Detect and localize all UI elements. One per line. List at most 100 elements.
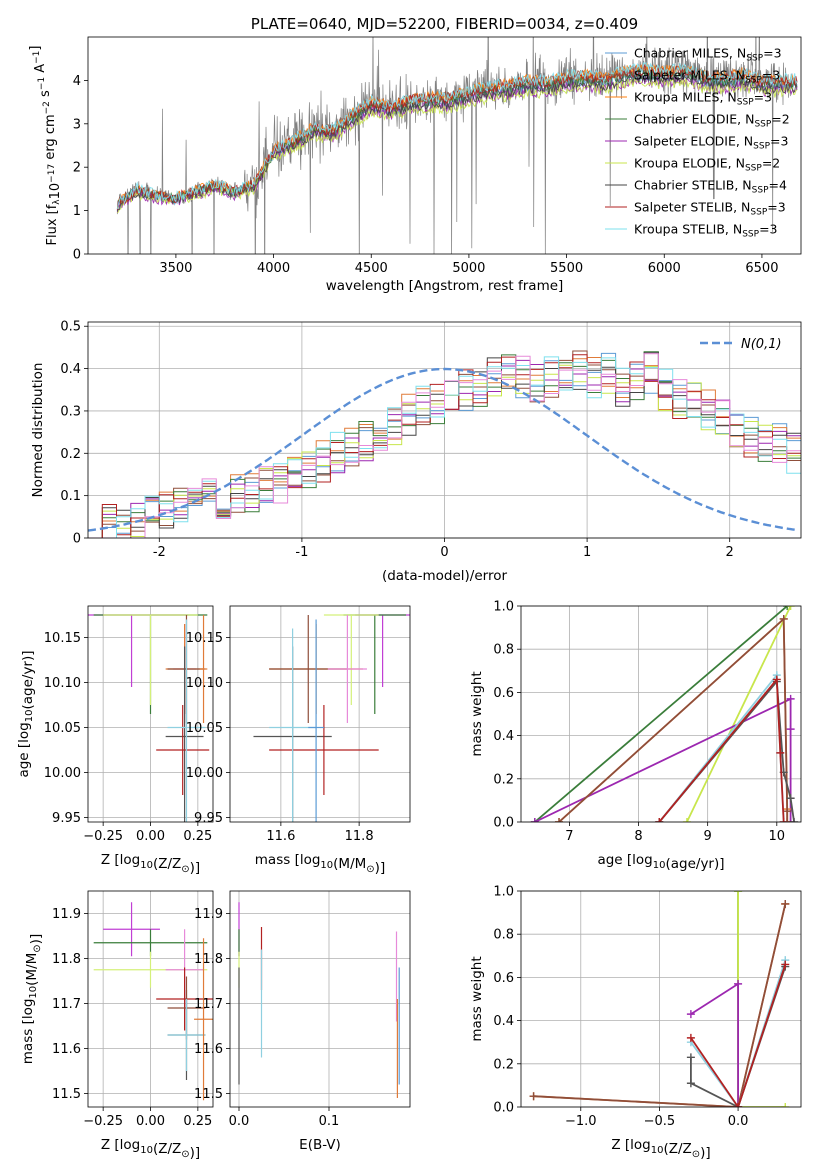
x-axis-label-part: )]	[190, 860, 201, 876]
axes-frame	[87, 605, 214, 823]
weight-marker	[781, 1103, 790, 1107]
axes-frame	[229, 605, 411, 823]
legend-label: Kroupa ELODIE, NSSP=2	[634, 156, 780, 174]
x-axis-label-part: age [log	[597, 852, 652, 868]
weight-marker	[555, 818, 564, 822]
plot-area	[253, 614, 410, 822]
weight-marker	[783, 807, 792, 816]
y-tick-label: 1.0	[493, 600, 514, 615]
legend-label-part: Salpeter ELODIE, N	[634, 134, 753, 149]
y-tick-label: 0	[73, 532, 81, 547]
legend-label-part: Kroupa STELIB, N	[634, 222, 742, 237]
x-axis-label-part: Z [log	[101, 852, 140, 868]
legend-label-sub: SSP	[750, 208, 767, 218]
y-axis-label-part: Flux [f	[45, 204, 60, 245]
legend-label-sub: SSP	[752, 186, 769, 196]
weight-marker	[686, 1010, 695, 1019]
y-tick-label: 0.3	[60, 404, 81, 419]
x-tick-label: 6500	[745, 261, 778, 276]
weight-marker	[783, 818, 792, 822]
histogram-step-line	[88, 353, 801, 538]
legend-label: Chabrier STELIB, NSSP=4	[634, 178, 787, 196]
axes-frame	[87, 890, 214, 1108]
x-axis-label-part: ⊙	[366, 864, 374, 875]
x-tick-label: 11.6	[266, 829, 295, 844]
legend-label-part: Kroupa ELODIE, N	[634, 156, 745, 171]
y-tick-label: 1	[73, 204, 81, 219]
x-axis-label-part: Z [log	[101, 1137, 140, 1153]
y-tick-label: 10.05	[44, 721, 81, 736]
weight-marker	[686, 1033, 695, 1042]
y-tick-label: 9.95	[194, 811, 223, 826]
y-tick-label: 2	[73, 161, 81, 176]
legend-label-sub: SSP	[753, 142, 770, 152]
legend-label-part: Salpeter MILES, N	[634, 68, 745, 83]
x-tick-label: -2	[153, 545, 166, 560]
legend-label-part: =3	[763, 46, 781, 61]
legend-label-part: =3	[762, 68, 780, 83]
legend-label-part: =4	[769, 178, 787, 193]
weight-line	[533, 903, 787, 1107]
y-tick-label: 0.1	[60, 489, 81, 504]
x-tick-label: 8	[634, 829, 642, 844]
y-axis-label-part: −17	[47, 164, 57, 183]
plot-area	[88, 350, 801, 538]
y-tick-label: 0.4	[493, 1014, 514, 1029]
weight-marker	[786, 794, 795, 803]
x-axis-label: (data-model)/error	[382, 568, 508, 584]
y-axis-label-part: −2	[42, 101, 52, 114]
y-tick-label: 0.0	[493, 1101, 514, 1116]
x-tick-label: −0.25	[83, 1114, 123, 1129]
legend-label-part: =3	[770, 134, 788, 149]
x-axis-label-part: ⊙	[181, 1149, 189, 1160]
weight-line	[690, 959, 787, 1107]
y-tick-label: 0.8	[493, 643, 514, 658]
y-tick-label: 10.15	[44, 631, 81, 646]
y-tick-label: 11.9	[52, 907, 81, 922]
panel-2: −0.25 0.00 0.25 9.95 10.00 10.05 10.10 10.15 Z […	[16, 605, 214, 876]
normal-distribution-curve	[88, 367, 799, 532]
axes-frame	[87, 36, 802, 255]
y-tick-label: 10.10	[44, 676, 81, 691]
x-axis-label-part: 10	[140, 1145, 153, 1156]
weight-marker	[682, 818, 691, 822]
y-tick-label: 0.2	[60, 447, 81, 462]
weight-line	[690, 964, 787, 1107]
y-tick-label: 11.9	[194, 907, 223, 922]
x-axis-label-part: )]	[375, 860, 386, 876]
y-tick-label: 0.0	[493, 816, 514, 831]
y-axis-label-part: )]	[28, 934, 44, 945]
x-tick-label: 5000	[452, 261, 485, 276]
x-tick-label: 6000	[648, 261, 681, 276]
y-axis-label: age [log10(age/yr)]	[16, 650, 36, 777]
weight-marker	[781, 960, 790, 969]
y-axis-label-part: ]	[28, 46, 43, 51]
weight-marker	[781, 899, 790, 908]
x-tick-label: 0.1	[319, 1114, 340, 1129]
y-tick-label: 11.8	[52, 952, 81, 967]
x-tick-label: 0.00	[136, 829, 165, 844]
x-tick-label: 1	[583, 545, 591, 560]
y-axis-label-part: mass weight	[469, 956, 485, 1041]
model-spectrum-line	[116, 61, 798, 210]
x-axis-label-part: )]	[700, 1145, 711, 1161]
x-tick-label: 9	[704, 829, 712, 844]
weight-marker	[772, 675, 781, 684]
x-tick-label: 3500	[159, 261, 192, 276]
weight-line	[658, 677, 785, 822]
y-tick-label: 11.8	[194, 952, 223, 967]
x-axis-label-part: wavelength [Angstrom, rest frame]	[326, 278, 564, 294]
weight-marker	[686, 1079, 695, 1088]
legend-label: Kroupa MILES, NSSP=3	[634, 90, 772, 108]
y-tick-label: 10.10	[186, 676, 223, 691]
legend-label-part: Kroupa MILES, N	[634, 90, 737, 105]
weight-marker	[734, 1103, 743, 1107]
y-axis-label: mass weight	[469, 956, 485, 1041]
x-axis-label-part: (age/yr)]	[665, 856, 724, 872]
x-axis-label: Z [log10(Z/Z⊙)]	[101, 852, 200, 876]
x-axis-label: Z [log10(Z/Z⊙)]	[611, 1137, 710, 1161]
weight-marker	[734, 891, 743, 895]
panel-7: −1.0 −0.5 0.0 0.0 0.2 0.4 0.6 0.8 1.0 Z [log10(Z/…	[469, 885, 802, 1161]
